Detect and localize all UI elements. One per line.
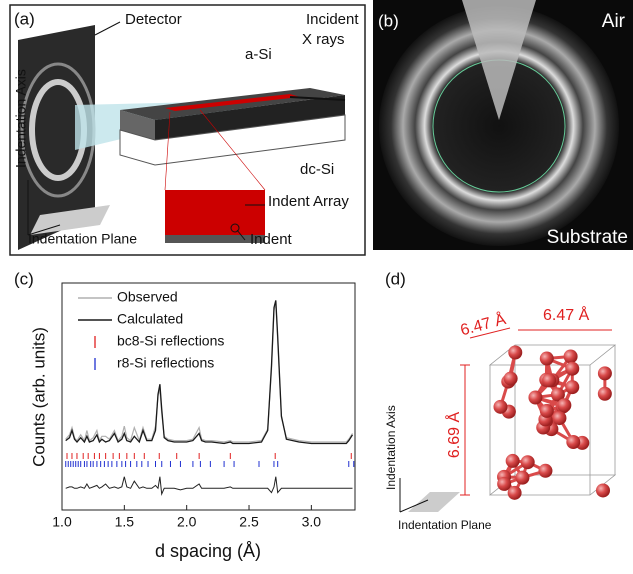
- x-tick-label: 1.0: [52, 514, 72, 530]
- panel-b: (b) Air Substrate: [373, 0, 633, 250]
- x-tick-label: 1.5: [115, 514, 135, 530]
- panel-label: (b): [378, 11, 399, 30]
- panel-a: (a) Detector Incident X rays a-Si dc-Si …: [10, 5, 365, 255]
- x-axis-label: d spacing (Å): [155, 541, 261, 561]
- legend-label: Observed: [117, 289, 178, 305]
- dimension-lines: [460, 328, 612, 495]
- atom: [598, 366, 612, 380]
- axis-label: Indentation Plane: [398, 518, 492, 532]
- axis-label: Indentation Axis: [384, 405, 398, 490]
- legend-label: r8-Si reflections: [117, 355, 214, 371]
- atom: [598, 387, 612, 401]
- label: Incident: [306, 11, 359, 28]
- label: dc-Si: [300, 161, 334, 178]
- x-tick-label: 2.5: [239, 514, 259, 530]
- atom: [508, 346, 522, 360]
- panel-d: (d) 6.47 Å 6.47 Å 6.69 Å Indentation Axi…: [384, 269, 615, 532]
- atom: [540, 404, 554, 418]
- difference-line: [66, 477, 353, 494]
- dimension: 6.69 Å: [444, 412, 463, 459]
- panel-label: (a): [14, 9, 35, 28]
- atom: [538, 464, 552, 478]
- series-line: [66, 300, 353, 443]
- atom: [596, 483, 610, 497]
- legend-label: bc8-Si reflections: [117, 333, 224, 349]
- atom: [506, 454, 520, 468]
- atom: [515, 471, 529, 485]
- series-line: [66, 303, 353, 442]
- indent-array: [165, 190, 265, 235]
- atom: [565, 380, 579, 394]
- label: Indent: [250, 231, 293, 248]
- atom: [493, 400, 507, 414]
- atom: [542, 373, 556, 387]
- atom: [564, 349, 578, 363]
- atom: [528, 391, 542, 405]
- label: Indent Array: [268, 193, 349, 210]
- atom: [540, 352, 554, 366]
- panel-label: (d): [385, 269, 406, 288]
- atom: [521, 455, 535, 469]
- x-tick-label: 3.0: [302, 514, 322, 530]
- plane-icon: [408, 492, 460, 512]
- legend-label: Calculated: [117, 311, 183, 327]
- label: Detector: [125, 11, 182, 28]
- dimension: 6.47 Å: [543, 305, 590, 324]
- axis-label: Indentation Plane: [28, 231, 137, 247]
- atom: [566, 435, 580, 449]
- label: a-Si: [245, 46, 272, 63]
- axis-label: Indentation Axis: [13, 69, 29, 168]
- plot-frame: [62, 283, 355, 510]
- x-tick-label: 2.0: [177, 514, 197, 530]
- atom: [504, 372, 518, 386]
- panel-label: (c): [14, 269, 34, 288]
- atom: [565, 362, 579, 376]
- label: Substrate: [547, 227, 628, 248]
- atom: [552, 411, 566, 425]
- atom: [557, 398, 571, 412]
- label: Air: [602, 11, 626, 32]
- y-axis-label: Counts (arb. units): [29, 327, 48, 467]
- label: X rays: [302, 31, 345, 48]
- atom: [497, 477, 511, 491]
